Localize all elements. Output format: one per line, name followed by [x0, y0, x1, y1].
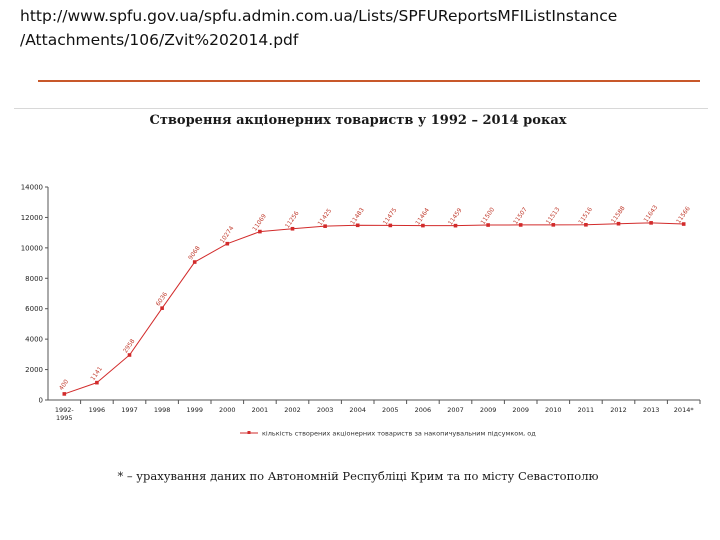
chart-axes — [47, 187, 700, 401]
x-tick-label: 2007 — [447, 406, 464, 414]
data-point — [127, 353, 132, 357]
x-tick-label: 1998 — [154, 406, 171, 414]
data-point — [584, 222, 588, 227]
data-point — [421, 223, 425, 228]
y-tick-label: 6000 — [25, 305, 43, 313]
data-label: 11069 — [251, 213, 268, 233]
y-tick-label: 8000 — [25, 275, 43, 283]
chart-panel: Створення акціонерних товариств у 1992 –… — [14, 108, 708, 501]
line-chart: Створення акціонерних товариств у 1992 –… — [21, 113, 701, 483]
x-tick-label: 2014* — [674, 406, 695, 414]
data-point — [453, 223, 458, 228]
x-tick-label: 2000 — [219, 406, 236, 414]
data-label: 11566 — [675, 205, 692, 225]
data-point — [649, 221, 653, 225]
data-point — [355, 223, 360, 228]
source-url-line2: /Attachments/106/Zvit%202014.pdf — [20, 31, 299, 49]
y-tick-label: 2000 — [25, 366, 43, 374]
divider-rule — [38, 80, 700, 82]
data-label: 11464 — [414, 207, 431, 227]
data-label: 11588 — [610, 205, 627, 225]
x-tick-label: 2004 — [349, 406, 366, 414]
data-label: 11507 — [512, 206, 529, 226]
legend-label: кількість створених акціонерних товарист… — [262, 430, 536, 438]
x-tick-label: 1997 — [121, 406, 138, 414]
data-label: 6036 — [155, 291, 170, 308]
data-point — [518, 223, 523, 227]
y-tick-label: 12000 — [21, 214, 43, 222]
x-tick-label: 2012 — [610, 406, 627, 414]
x-tick-label: 2009 — [480, 406, 497, 414]
y-axis-ticks: 0 2000 4000 6000 8000 10000 12000 14000 — [21, 184, 48, 405]
x-tick-label: 2011 — [578, 406, 595, 414]
data-label: 11516 — [577, 206, 594, 226]
data-label: 11425 — [317, 207, 334, 227]
legend-marker — [247, 431, 251, 434]
x-tick-label: 2006 — [415, 406, 432, 414]
data-point — [192, 260, 197, 264]
x-tick-label: 2005 — [382, 406, 399, 414]
chart-title: Створення акціонерних товариств у 1992 –… — [149, 113, 566, 128]
x-axis-ticks: 1992-1995 1996 1997 1998 1999 2000 2001 2002 200… — [55, 400, 701, 422]
source-url-line1: http://www.spfu.gov.ua/spfu.admin.com.ua… — [20, 7, 618, 25]
data-label: 11643 — [643, 204, 660, 224]
y-tick-label: 0 — [39, 397, 43, 405]
data-label: 11513 — [545, 206, 562, 226]
x-tick-label: 2013 — [643, 406, 660, 414]
x-tick-label: 2001 — [252, 406, 269, 414]
x-tick-label: 2003 — [317, 406, 334, 414]
data-point — [388, 223, 393, 228]
x-tick-label: 1992- — [55, 406, 75, 414]
data-label: 11459 — [447, 207, 464, 227]
y-tick-label: 10000 — [21, 244, 43, 252]
x-tick-label: 2010 — [545, 406, 562, 414]
x-tick-label: 1995 — [56, 414, 73, 422]
data-point — [62, 392, 67, 396]
data-label: 2958 — [122, 338, 137, 355]
data-point — [225, 241, 230, 246]
x-tick-label: 1996 — [89, 406, 106, 414]
data-point — [681, 222, 686, 226]
data-label: 11475 — [382, 207, 399, 227]
source-url: http://www.spfu.gov.ua/spfu.admin.com.ua… — [20, 4, 720, 52]
y-tick-label: 4000 — [25, 336, 43, 344]
x-tick-label: 1999 — [186, 406, 203, 414]
data-point — [486, 223, 490, 227]
data-point — [290, 226, 295, 231]
data-point — [160, 306, 164, 310]
x-tick-label: 2002 — [284, 406, 301, 414]
data-point — [616, 221, 621, 226]
data-label: 400 — [58, 378, 70, 392]
data-label: 11256 — [284, 210, 301, 230]
data-label: 11483 — [349, 206, 366, 226]
data-point — [95, 380, 99, 385]
chart-footnote: * – урахування даних по Автономній Респу… — [117, 469, 598, 483]
data-point — [551, 223, 556, 227]
x-tick-label: 2009 — [512, 406, 529, 414]
chart-legend: кількість створених акціонерних товарист… — [240, 430, 536, 438]
data-point — [323, 224, 327, 228]
series-line — [64, 222, 684, 395]
data-point — [258, 229, 262, 234]
data-label: 11500 — [480, 206, 497, 226]
data-label: 1141 — [89, 365, 104, 382]
y-tick-label: 14000 — [21, 184, 43, 192]
